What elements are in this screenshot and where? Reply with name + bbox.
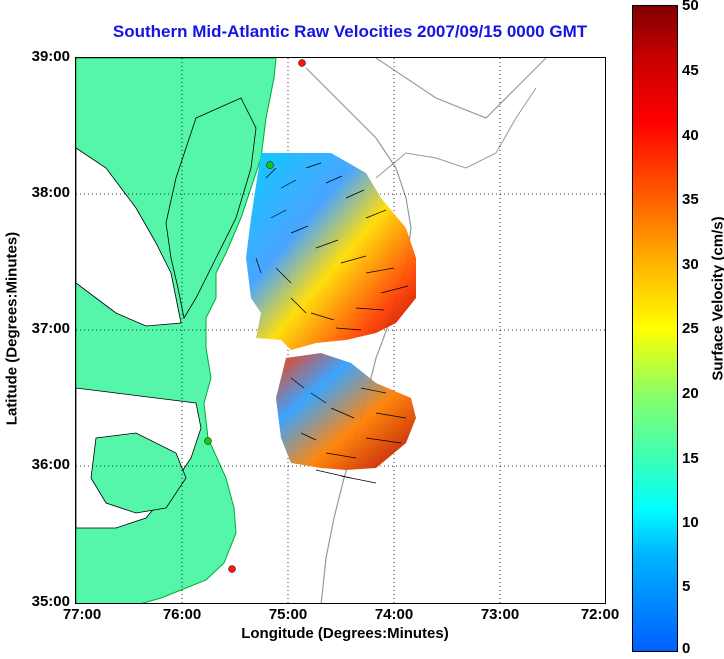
colorbar-tick: 40 [682, 127, 699, 144]
colorbar-tick: 10 [682, 514, 699, 531]
colorbar [632, 5, 678, 652]
y-tick-label: 37:00 [31, 320, 70, 337]
station-marker-red [228, 565, 236, 573]
outer-banks [90, 432, 187, 514]
y-tick-label: 36:00 [31, 456, 70, 473]
colorbar-tick: 20 [682, 385, 699, 402]
colorbar-tick: 5 [682, 578, 691, 595]
delmarva-peninsula [165, 97, 257, 320]
colorbar-tick: 50 [682, 0, 699, 14]
x-tick-label: 75:00 [268, 606, 308, 623]
station-marker-red [298, 59, 306, 67]
x-tick-label: 72:00 [580, 606, 620, 623]
x-tick-label: 77:00 [62, 606, 102, 623]
velocity-field-north [246, 153, 416, 350]
x-tick-label: 74:00 [374, 606, 414, 623]
colorbar-tick: 0 [682, 640, 691, 657]
bathymetry-contour [375, 58, 547, 119]
colorbar-tick: 35 [682, 191, 699, 208]
grid-lines [76, 58, 605, 603]
bathymetry-contour [375, 87, 537, 179]
colorbar-tick: 30 [682, 256, 699, 273]
x-tick-label: 73:00 [480, 606, 520, 623]
station-marker-green [266, 161, 274, 169]
chesapeake-bay [76, 147, 182, 327]
y-tick-label: 35:00 [31, 593, 70, 610]
velocity-field-south [276, 353, 416, 470]
y-tick-label: 38:00 [31, 184, 70, 201]
colorbar-tick: 45 [682, 62, 699, 79]
station-marker-green [204, 437, 212, 445]
y-axis-label: Latitude (Degrees:Minutes) [3, 231, 21, 426]
colorbar-label: Surface Velocity (cm/s) [709, 216, 724, 381]
x-tick-label: 76:00 [162, 606, 202, 623]
colorbar-tick: 25 [682, 320, 699, 337]
velocity-vectors [255, 162, 409, 484]
x-axis-label: Longitude (Degrees:Minutes) [241, 625, 449, 642]
map-svg [76, 58, 605, 603]
map-plot-area [75, 57, 606, 604]
y-tick-label: 39:00 [31, 48, 70, 65]
chart-title: Southern Mid-Atlantic Raw Velocities 200… [112, 22, 588, 41]
colorbar-tick: 15 [682, 450, 699, 467]
